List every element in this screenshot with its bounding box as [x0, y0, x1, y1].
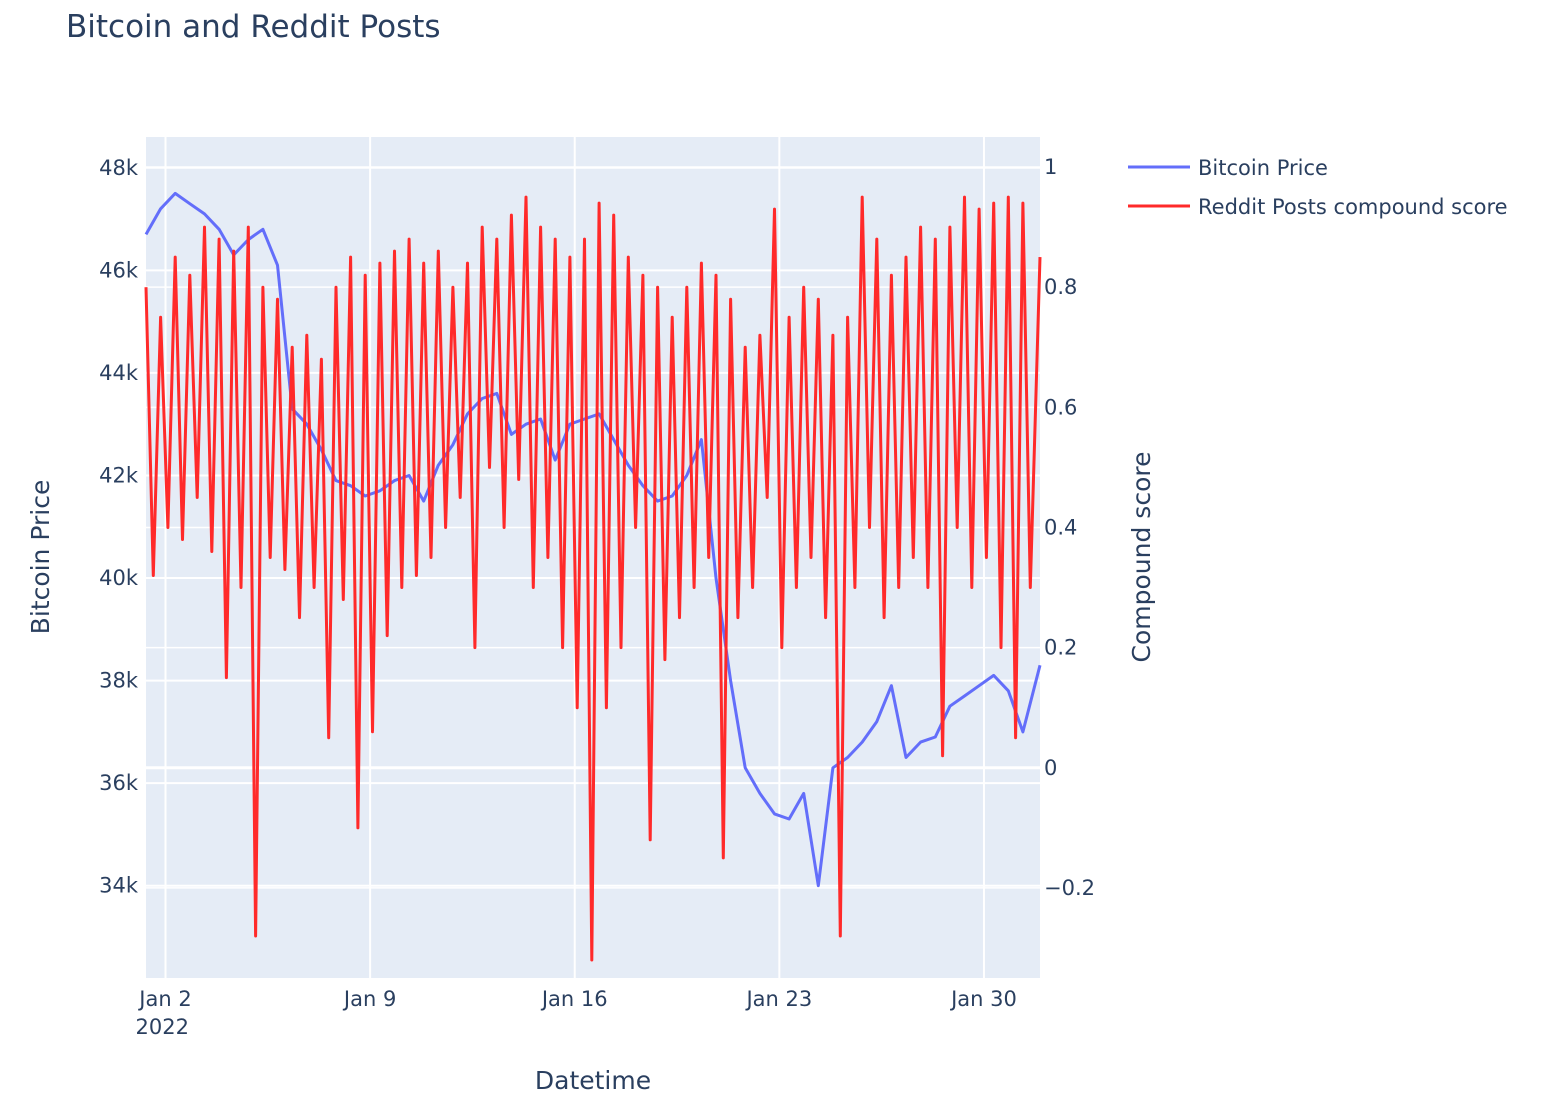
y-tick-label: 36k [99, 771, 139, 795]
y2-axis-ticks: −0.2 0 0.2 0.4 0.6 0.8 1 [1044, 155, 1095, 900]
x-tick-label: Jan 23 [744, 987, 812, 1011]
y-tick-label: 46k [99, 258, 139, 282]
y-axis-title: Bitcoin Price [26, 480, 55, 635]
y2-tick-label: 0.4 [1044, 515, 1077, 539]
y2-tick-label: 1 [1044, 155, 1057, 179]
y-axis-ticks: 34k 36k 38k 40k 42k 44k 46k 48k [99, 156, 139, 898]
y2-tick-label: 0.6 [1044, 395, 1077, 419]
y2-axis-title: Compound score [1127, 452, 1156, 663]
x-tick-sublabel: 2022 [135, 1015, 188, 1039]
legend-label-reddit: Reddit Posts compound score [1198, 195, 1508, 219]
reddit-compound-score-line [144, 195, 1042, 962]
legend[interactable]: Bitcoin Price Reddit Posts compound scor… [1128, 156, 1508, 219]
y-tick-label: 48k [99, 156, 139, 180]
y-tick-label: 38k [99, 669, 139, 693]
x-axis-title: Datetime [535, 1066, 651, 1095]
legend-label-bitcoin: Bitcoin Price [1198, 156, 1328, 180]
x-tick-label: Jan 9 [342, 987, 396, 1011]
x-tick-label: Jan 30 [949, 987, 1017, 1011]
y-tick-label: 44k [99, 361, 139, 385]
y2-tick-label: 0.8 [1044, 275, 1077, 299]
y2-tick-label: 0.2 [1044, 636, 1077, 660]
x-axis-ticks: Jan 2 2022 Jan 9 Jan 16 Jan 23 Jan 30 [135, 987, 1016, 1039]
x-tick-label: Jan 2 [137, 987, 191, 1011]
y-tick-label: 34k [99, 874, 139, 898]
x-tick-label: Jan 16 [540, 987, 608, 1011]
y-tick-label: 40k [99, 566, 139, 590]
y2-tick-label: 0 [1044, 756, 1057, 780]
y2-tick-label: −0.2 [1044, 876, 1095, 900]
chart-title: Bitcoin and Reddit Posts [66, 9, 441, 45]
y-tick-label: 42k [99, 463, 139, 487]
